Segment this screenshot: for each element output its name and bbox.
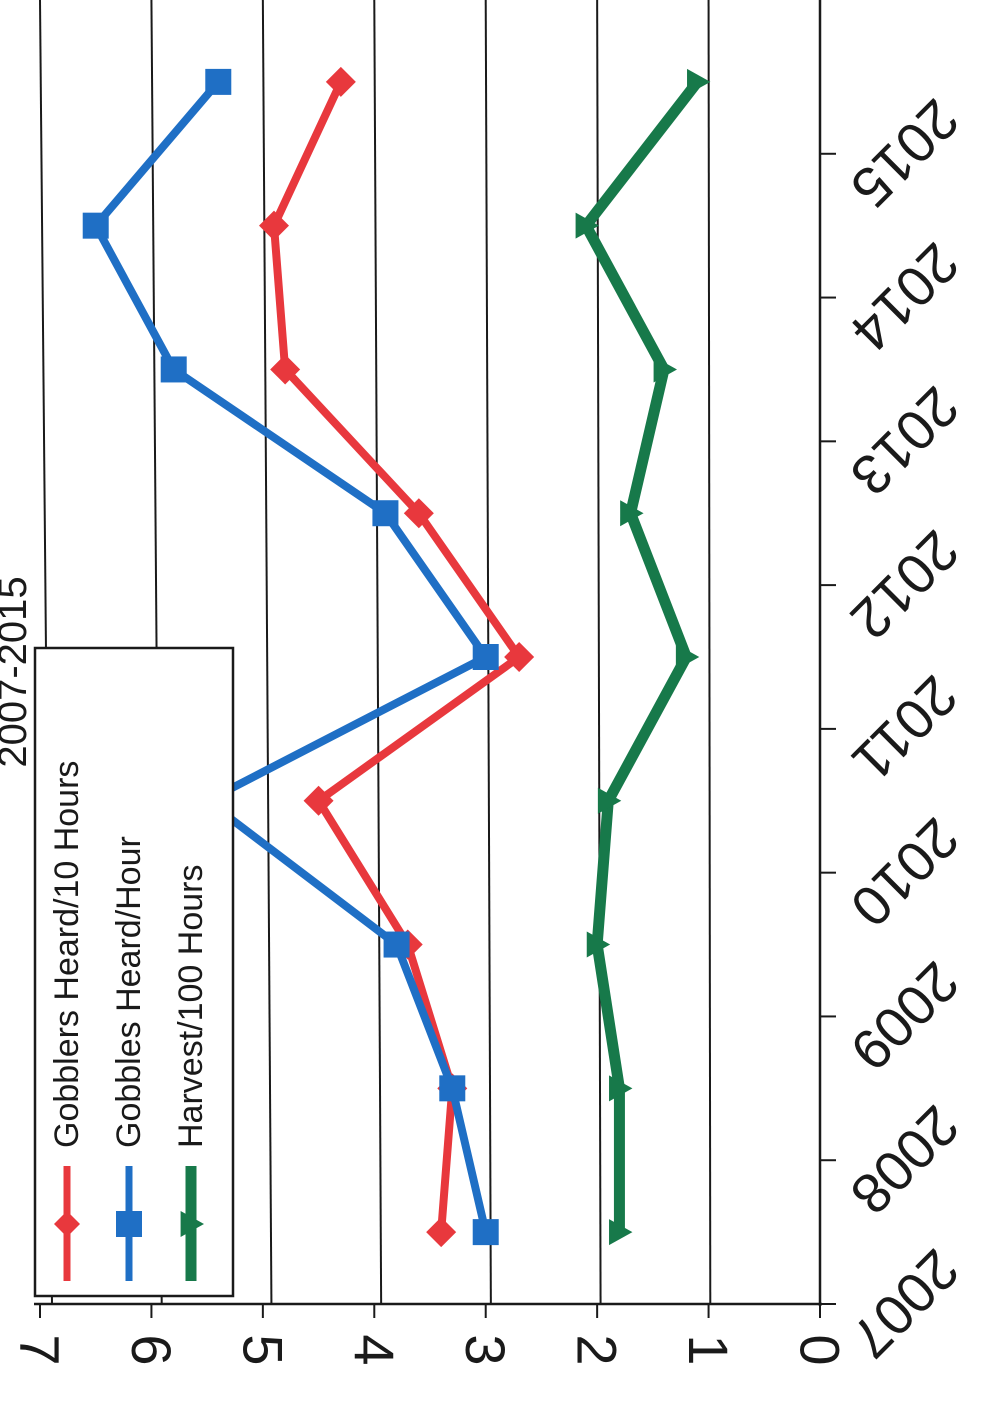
series-1-point-0	[472, 1219, 499, 1246]
x-tick-label-2011: 2011	[840, 664, 970, 794]
legend-label-2: Harvest/100 Hours	[172, 865, 210, 1148]
series-0-point-3	[303, 785, 334, 816]
x-tick-label-2013: 2013	[839, 375, 972, 508]
legend-marker-1	[116, 1211, 142, 1237]
series-2-point-6	[653, 356, 677, 383]
x-tick-label-2015: 2015	[839, 87, 972, 220]
gridline-2	[596, 0, 602, 1305]
legend-label-0: Gobblers Heard/10 Hours	[48, 761, 86, 1148]
series-2-point-3	[597, 787, 622, 814]
series-2-point-4	[675, 644, 700, 670]
series-group	[82, 66, 711, 1248]
gridline-5	[261, 0, 273, 1305]
x-tick-label-2009: 2009	[839, 950, 972, 1083]
x-tick-label-2008: 2008	[839, 1094, 972, 1227]
y-tick-label-2: 2	[566, 1334, 629, 1365]
series-1-point-6	[160, 356, 187, 383]
series-1-point-4	[472, 644, 499, 670]
x-tick-label-2007: 2007	[839, 1238, 972, 1371]
legend-label-1: Gobbles Heard/Hour	[110, 836, 148, 1148]
y-tick-label-6: 6	[120, 1334, 183, 1365]
series-1-point-2	[383, 931, 410, 958]
series-2-point-0	[609, 1219, 633, 1246]
series-0-point-0	[426, 1217, 457, 1248]
series-0-point-4	[504, 642, 535, 672]
series-1-point-7	[82, 212, 109, 239]
series-2	[575, 68, 711, 1246]
x-tick-label-2014: 2014	[839, 231, 972, 364]
series-0-point-7	[259, 210, 289, 241]
series-0-point-5	[403, 498, 434, 529]
series-2-point-7	[575, 212, 599, 239]
series-2-point-1	[609, 1075, 633, 1102]
series-2-point-5	[620, 500, 644, 527]
x-tick-label-2012: 2012	[839, 519, 972, 652]
y-tick-label-5: 5	[231, 1334, 294, 1365]
chart-title: 2007-2015	[0, 576, 35, 767]
series-1	[82, 68, 499, 1246]
series-1-point-8	[205, 68, 232, 95]
y-tick-label-0: 0	[789, 1334, 852, 1365]
y-tick-label-3: 3	[454, 1334, 517, 1365]
series-1-point-5	[372, 500, 399, 527]
axes	[34, 0, 836, 1318]
series-0-point-8	[325, 66, 356, 97]
series-2-point-8	[687, 68, 711, 95]
legend: Gobblers Heard/10 Hours Gobbles Heard/Hou…	[33, 646, 235, 1298]
y-tick-label-4: 4	[343, 1334, 406, 1365]
series-2-point-2	[586, 931, 611, 958]
y-tick-label-7: 7	[9, 1334, 72, 1365]
x-tick-label-2010: 2010	[839, 806, 972, 939]
series-0-point-6	[270, 354, 301, 385]
gridline-4	[373, 0, 383, 1305]
y-tick-label-1: 1	[677, 1334, 740, 1365]
legend-marker-0	[54, 1211, 80, 1237]
series-1-point-1	[439, 1075, 466, 1102]
legend-box	[33, 646, 235, 1298]
gridline-1	[707, 0, 712, 1305]
legend-marker-2	[180, 1211, 204, 1237]
